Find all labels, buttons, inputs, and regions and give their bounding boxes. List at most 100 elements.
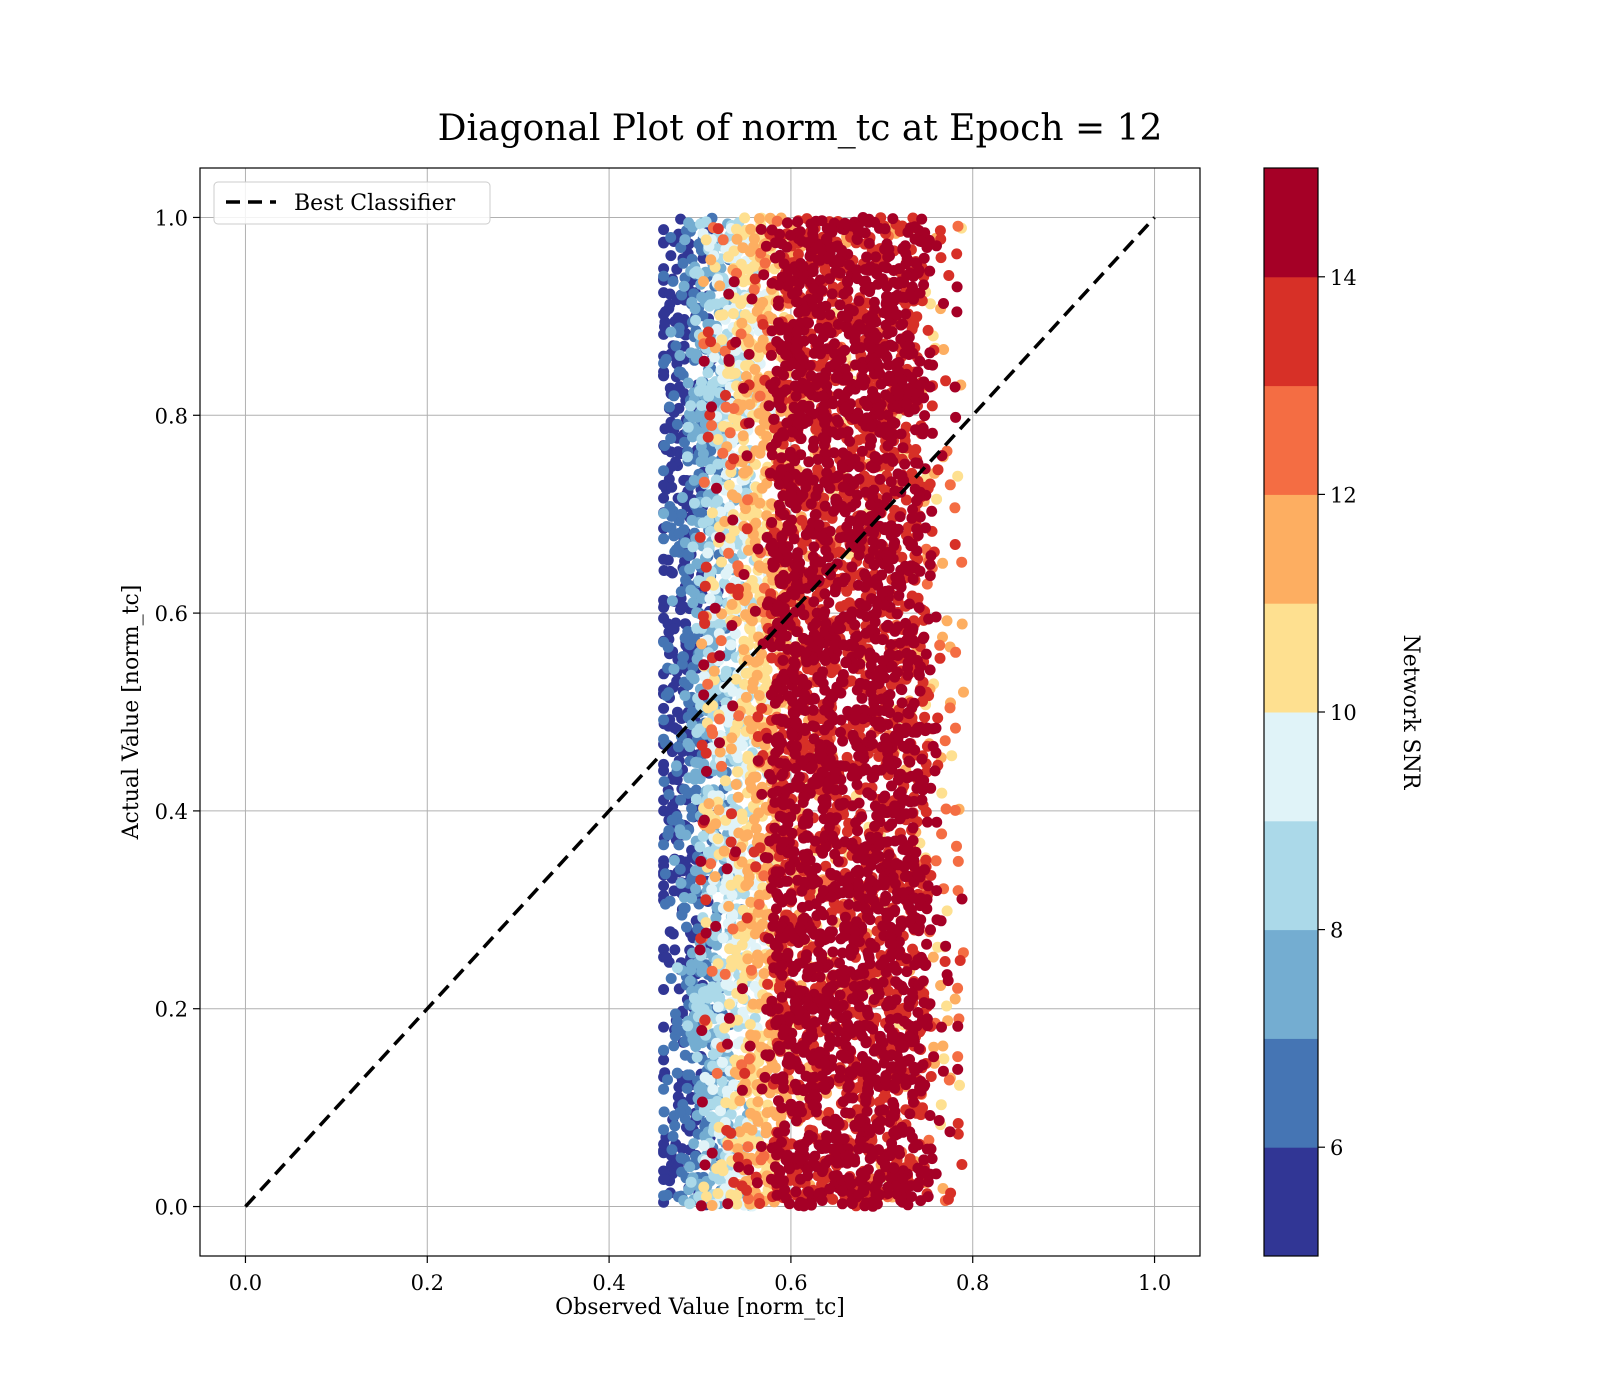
scatter-point — [659, 868, 671, 880]
scatter-point — [754, 1198, 766, 1209]
scatter-point — [949, 502, 961, 514]
scatter-point — [679, 690, 691, 702]
scatter-point — [706, 965, 718, 977]
scatter-point — [874, 473, 886, 485]
scatter-point — [694, 723, 706, 735]
scatter-point — [658, 776, 670, 787]
scatter-point — [658, 714, 670, 726]
scatter-point — [756, 482, 768, 494]
scatter-point — [938, 344, 950, 355]
scatter-point — [841, 585, 853, 597]
scatter-point — [718, 845, 730, 857]
scatter-point — [931, 493, 943, 505]
scatter-point — [730, 779, 742, 790]
scatter-point — [661, 521, 673, 532]
scatter-point — [679, 436, 690, 448]
scatter-point — [807, 704, 819, 716]
scatter-point — [741, 450, 753, 462]
scatter-point — [690, 793, 702, 805]
scatter-point — [726, 732, 738, 744]
scatter-point — [730, 492, 742, 504]
scatter-point — [941, 1000, 953, 1012]
scatter-point — [719, 775, 731, 787]
scatter-point — [720, 1097, 732, 1109]
scatter-point — [685, 669, 697, 681]
scatter-point — [699, 1014, 711, 1026]
scatter-point — [724, 998, 735, 1010]
scatter-point — [684, 975, 696, 987]
scatter-point — [910, 444, 922, 455]
scatter-point — [688, 1138, 700, 1150]
scatter-point — [934, 639, 946, 651]
scatter-point — [949, 993, 961, 1005]
scatter-point — [678, 902, 690, 914]
scatter-point — [683, 217, 695, 229]
scatter-point — [748, 233, 760, 245]
scatter-point — [950, 646, 962, 658]
scatter-point — [753, 807, 765, 819]
scatter-point — [759, 257, 771, 269]
scatter-point — [678, 280, 690, 292]
scatter-point — [698, 476, 710, 488]
scatter-point — [742, 1141, 754, 1153]
scatter-point — [671, 774, 683, 786]
scatter-point — [939, 735, 951, 747]
scatter-point — [669, 1120, 681, 1132]
scatter-point — [698, 1140, 710, 1152]
scatter-point — [658, 1124, 670, 1136]
scatter-point — [713, 804, 725, 816]
scatter-point — [748, 284, 760, 296]
scatter-point — [685, 584, 697, 596]
scatter-point — [758, 968, 770, 979]
scatter-point — [736, 808, 748, 820]
scatter-point — [751, 669, 763, 681]
scatter-point — [709, 1113, 721, 1125]
scatter-point — [721, 1124, 733, 1136]
scatter-point — [741, 912, 753, 924]
scatter-point — [658, 1021, 670, 1033]
scatter-point — [741, 1122, 753, 1134]
scatter-point — [725, 1108, 737, 1120]
scatter-point — [936, 1021, 947, 1033]
scatter-point — [723, 563, 735, 575]
scatter-point — [667, 275, 679, 287]
scatter-point — [668, 663, 680, 675]
scatter-point — [732, 766, 744, 778]
scatter-point — [954, 1079, 965, 1091]
scatter-point — [696, 966, 708, 978]
scatter-point — [682, 787, 694, 799]
scatter-point — [710, 818, 722, 830]
scatter-point — [936, 787, 948, 799]
scatter-point — [696, 400, 707, 411]
scatter-point — [720, 665, 732, 677]
scatter-point — [712, 434, 724, 445]
scatter-point — [919, 711, 931, 723]
scatter-point — [658, 224, 670, 236]
scatter-point — [706, 1098, 718, 1110]
scatter-point — [940, 375, 952, 387]
scatter-point — [678, 892, 690, 903]
scatter-point — [658, 984, 670, 995]
scatter-point — [663, 401, 675, 413]
scatter-point — [662, 1074, 673, 1086]
scatter-points — [658, 212, 969, 1212]
scatter-point — [742, 750, 754, 762]
scatter-point — [665, 250, 677, 262]
scatter-point — [710, 912, 722, 924]
scatter-point — [694, 646, 706, 658]
scatter-point — [702, 431, 714, 443]
scatter-point — [694, 531, 706, 543]
scatter-point — [678, 340, 690, 352]
scatter-point — [694, 841, 706, 853]
scatter-point — [707, 728, 719, 740]
scatter-point — [690, 314, 702, 326]
scatter-point — [681, 921, 692, 933]
scatter-point — [699, 1071, 711, 1083]
scatter-point — [673, 527, 685, 539]
scatter-point — [952, 1118, 964, 1129]
scatter-point — [688, 992, 700, 1004]
scatter-point — [676, 508, 687, 520]
scatter-point — [700, 747, 712, 759]
scatter-point — [707, 1084, 719, 1095]
scatter-point — [928, 1041, 940, 1053]
